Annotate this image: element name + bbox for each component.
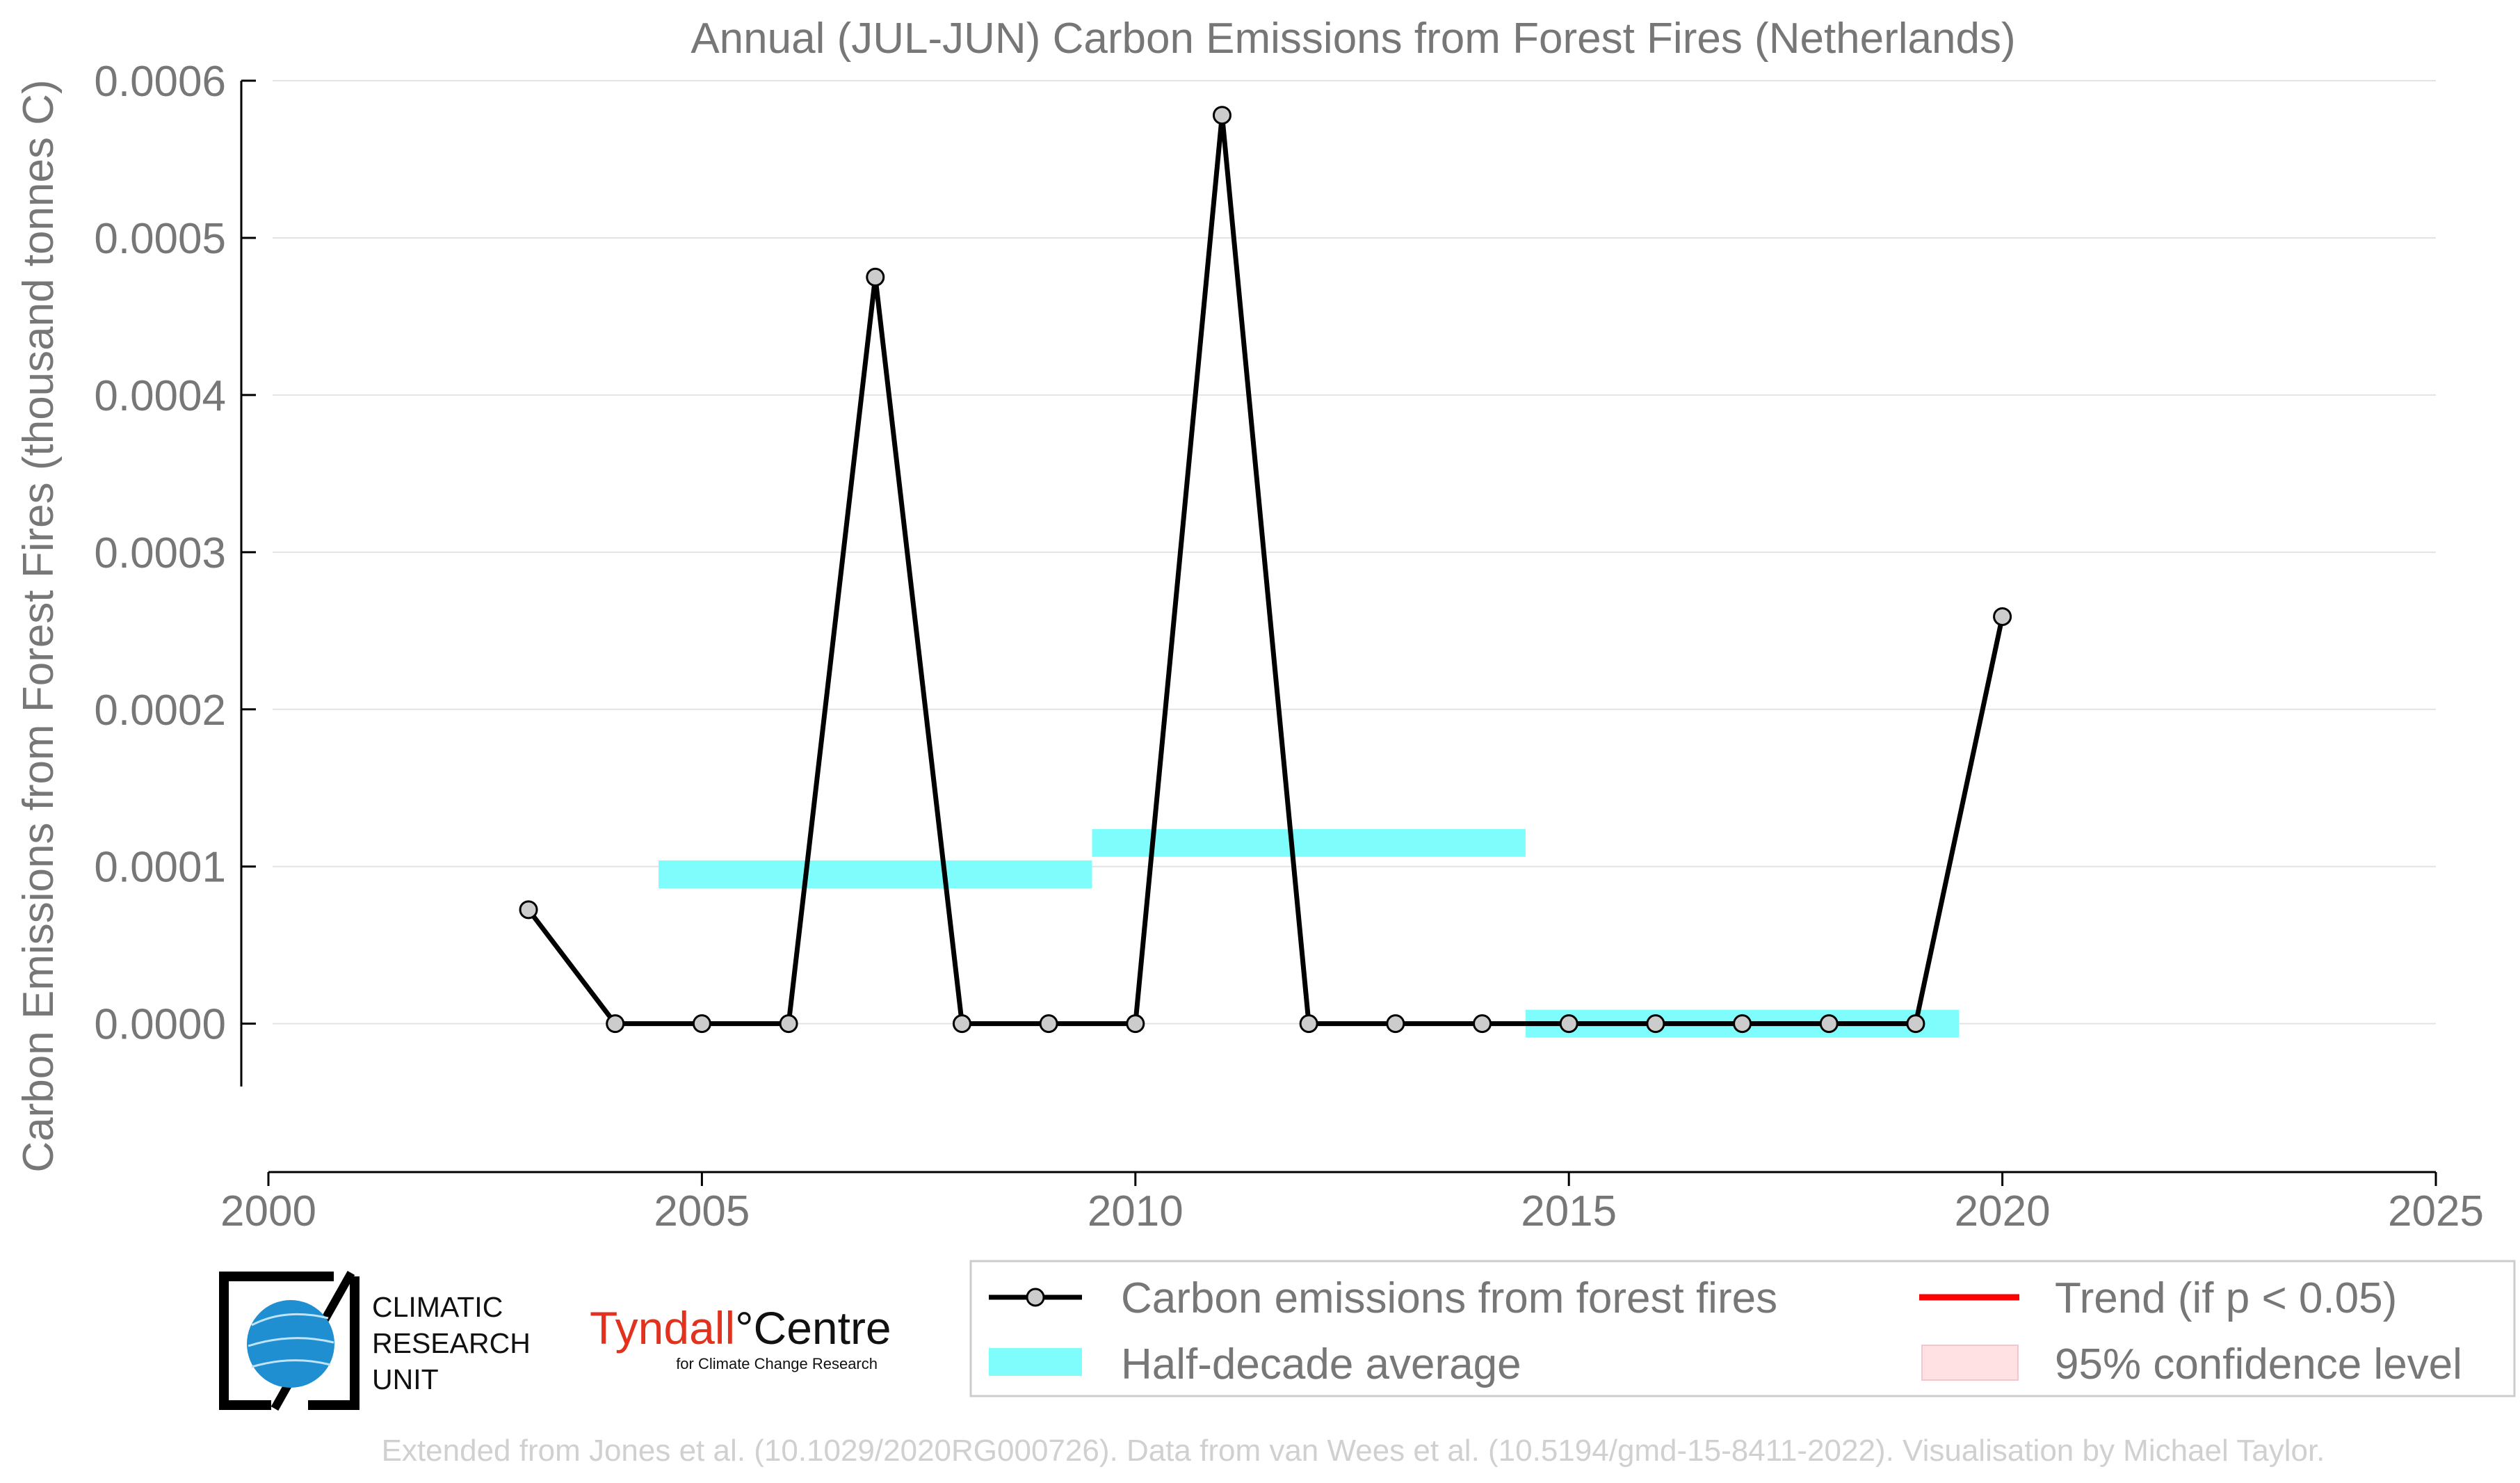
- data-point: [1993, 607, 2012, 626]
- x-tick-label: 2015: [1521, 1187, 1617, 1235]
- y-tick-label: 0.0002: [94, 687, 226, 735]
- x-tick-label: 2000: [220, 1187, 316, 1235]
- y-ticks: 0.0000 0.0001 0.0002 0.0003 0.0004 0.0005 0.00…: [94, 58, 256, 1049]
- cru-bracket-icon: [219, 1272, 334, 1410]
- data-point: [779, 1014, 798, 1034]
- y-axis-label: Carbon Emissions from Forest Fires (thou…: [15, 79, 63, 1172]
- data-point: [1473, 1014, 1492, 1034]
- legend-label-half-decade: Half-decade average: [1121, 1340, 1521, 1388]
- data-point: [1039, 1014, 1058, 1034]
- data-point: [1299, 1014, 1318, 1034]
- tyndall-subtitle: for Climate Change Research: [676, 1355, 878, 1372]
- x-tick-label: 2010: [1088, 1187, 1184, 1235]
- legend-frame: [969, 1260, 2516, 1397]
- data-point: [1212, 106, 1231, 125]
- x-tick-label: 2025: [2388, 1187, 2484, 1235]
- legend-label-emissions: Carbon emissions from forest fires: [1121, 1274, 1777, 1322]
- legend-label-confidence: 95% confidence level: [2055, 1340, 2462, 1388]
- data-point: [606, 1014, 625, 1034]
- tyndall-wordmark: Tyndall°Centre: [590, 1302, 891, 1354]
- tyndall-centre: Centre: [754, 1302, 891, 1354]
- y-tick-label: 0.0000: [94, 1001, 226, 1049]
- x-tick-label: 2005: [654, 1187, 750, 1235]
- cru-logo-line-3: UNIT: [372, 1363, 439, 1395]
- tyndall-degree: °: [735, 1302, 753, 1354]
- cru-logo: CLIMATIC RESEARCH UNIT: [219, 1271, 531, 1411]
- data-point: [1126, 1014, 1145, 1034]
- x-ticks: 2000 2005 2010 2015 2020 2025: [220, 1172, 2484, 1235]
- series: [519, 106, 2012, 1034]
- legend-confidence-patch-icon: [1921, 1345, 2019, 1381]
- cru-logo-line-2: RESEARCH: [372, 1327, 531, 1359]
- footer-credit: Extended from Jones et al. (10.1029/2020…: [382, 1434, 2325, 1468]
- x-tick-label: 2020: [1955, 1187, 2051, 1235]
- data-point: [1646, 1014, 1665, 1034]
- y-tick-label: 0.0005: [94, 215, 226, 263]
- data-point: [692, 1014, 711, 1034]
- globe-swirl-icon: [248, 1313, 334, 1368]
- legend-entry-emissions: Carbon emissions from forest fires: [989, 1274, 1777, 1322]
- half-decade-average-bar: [1092, 828, 1526, 857]
- legend-band-icon: [989, 1348, 1082, 1376]
- y-tick-label: 0.0003: [94, 529, 226, 577]
- legend-entry-half-decade: Half-decade average: [989, 1340, 1521, 1388]
- cru-bracket-right-icon: [308, 1276, 360, 1410]
- globe-icon: [247, 1300, 334, 1388]
- legend-marker-icon: [1026, 1288, 1045, 1307]
- data-point: [866, 267, 885, 287]
- data-point: [1819, 1014, 1839, 1034]
- y-tick-label: 0.0004: [94, 372, 226, 420]
- data-point: [519, 900, 538, 920]
- y-tick-label: 0.0001: [94, 844, 226, 892]
- legend: Carbon emissions from forest fires Trend…: [969, 1260, 2516, 1397]
- data-point: [1559, 1014, 1578, 1034]
- legend-entry-trend: Trend (if p < 0.05): [1919, 1274, 2397, 1322]
- tyndall-name: Tyndall: [590, 1302, 735, 1354]
- data-point: [1733, 1014, 1752, 1034]
- series-line: [526, 113, 2005, 1027]
- y-tick-label: 0.0006: [94, 58, 226, 106]
- cru-logo-line-1: CLIMATIC: [372, 1291, 503, 1323]
- chart-title: Annual (JUL-JUN) Carbon Emissions from F…: [690, 15, 2015, 63]
- legend-label-trend: Trend (if p < 0.05): [2055, 1274, 2397, 1322]
- data-point: [1386, 1014, 1405, 1034]
- grid-lines: [273, 80, 2436, 1025]
- data-point: [1906, 1014, 1925, 1034]
- data-point: [952, 1014, 971, 1034]
- half-decade-average-bar: [659, 860, 1092, 888]
- axes: [240, 81, 2436, 1173]
- tyndall-logo: Tyndall°Centre for Climate Change Resear…: [590, 1302, 891, 1372]
- legend-entry-confidence: 95% confidence level: [1921, 1340, 2462, 1388]
